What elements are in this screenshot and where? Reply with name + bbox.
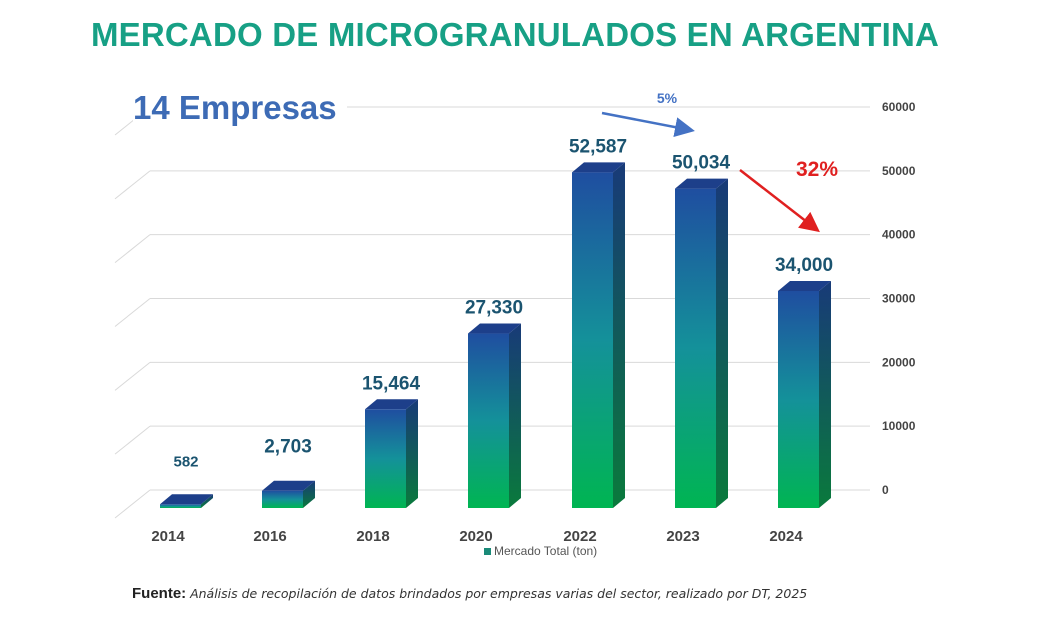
data-label: 27,330 <box>465 298 523 319</box>
y-tick-label: 50000 <box>882 164 916 178</box>
bar <box>160 504 201 508</box>
gridline-depth <box>114 489 151 519</box>
bar-side <box>509 323 521 508</box>
bar-top <box>675 178 728 189</box>
bar <box>468 333 509 508</box>
gridline-depth <box>114 361 151 391</box>
chart-subtitle: 14 Empresas <box>133 89 347 127</box>
data-label: 15,464 <box>362 373 421 394</box>
bar-top <box>160 494 213 505</box>
bar <box>675 188 716 508</box>
bar-top <box>262 480 315 491</box>
y-tick-label: 0 <box>882 483 889 497</box>
bar <box>778 290 819 508</box>
annotation-label: 5% <box>657 90 678 106</box>
y-tick-label: 60000 <box>882 100 916 114</box>
bar <box>572 172 613 509</box>
x-tick-label: 2020 <box>459 528 492 545</box>
gridline-depth <box>114 298 151 327</box>
bar-side <box>303 480 315 508</box>
bar-top <box>572 162 625 173</box>
source-text: Análisis de recopilación de datos brinda… <box>190 586 808 601</box>
data-label: 34,000 <box>775 255 833 276</box>
source-label: Fuente: <box>132 585 187 602</box>
growth-arrow <box>601 111 695 137</box>
x-tick-label: 2022 <box>563 528 596 545</box>
x-tick-label: 2014 <box>151 528 185 545</box>
x-tick-label: 2018 <box>356 528 389 545</box>
data-label: 582 <box>173 453 198 470</box>
chart-title: MERCADO DE MICROGRANULADOS EN ARGENTINA <box>90 16 940 53</box>
bar-top <box>778 280 831 291</box>
bar-side <box>201 494 213 508</box>
legend-label: Mercado Total (ton) <box>494 544 598 558</box>
bar-side <box>716 178 728 508</box>
decline-arrow <box>739 169 820 233</box>
data-label: 50,034 <box>672 153 731 174</box>
bar <box>262 490 303 508</box>
gridline-depth <box>114 234 151 264</box>
y-tick-label: 30000 <box>882 292 916 306</box>
bar-side <box>819 280 831 508</box>
gridline-depth <box>114 425 151 455</box>
bar <box>365 409 406 508</box>
x-tick-label: 2016 <box>253 528 286 545</box>
data-label: 2,703 <box>264 437 312 458</box>
y-tick-label: 40000 <box>882 228 916 242</box>
bar-top <box>365 399 418 410</box>
data-label: 52,587 <box>569 136 627 157</box>
source-note: Fuente: Análisis de recopilación de dato… <box>132 585 807 602</box>
bar-side <box>406 399 418 508</box>
legend: Mercado Total (ton) <box>484 544 597 558</box>
legend-swatch <box>484 547 491 555</box>
x-tick-label: 2023 <box>666 528 699 545</box>
bar-top <box>468 323 521 334</box>
y-tick-label: 20000 <box>882 355 916 369</box>
gridline-depth <box>114 170 151 200</box>
y-tick-label: 10000 <box>882 419 916 433</box>
annotation-label: 32% <box>796 158 838 181</box>
bar-side <box>613 162 625 509</box>
x-tick-label: 2024 <box>769 528 803 545</box>
